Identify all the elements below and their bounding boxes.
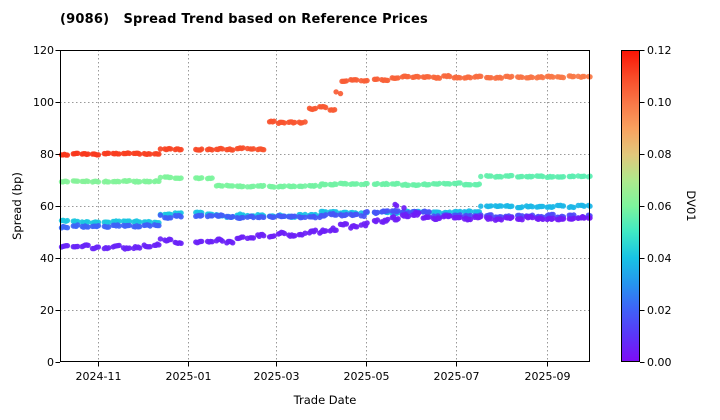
series-bond-2-green [58,172,593,190]
x-tick-label: 2025-07 [433,370,480,383]
y-tick-label: 60 [40,199,54,213]
series-bond-1-red-to-orange [58,72,593,158]
series-bond-5-violet [58,201,593,252]
x-tick-label: 2025-01 [165,370,212,383]
colorbar-tick-label: 0.04 [647,251,672,265]
colorbar [621,50,640,362]
colorbar-tick-label: 0.08 [647,147,672,161]
colorbar-tick-label: 0.02 [647,303,672,317]
colorbar-gradient [622,51,639,361]
colorbar-tick-label: 0.12 [647,43,672,57]
colorbar-label: DV01 [684,190,698,222]
gridlines [60,50,590,362]
x-axis-label: Trade Date [293,393,357,407]
tick-marks [55,50,645,367]
y-tick-label: 0 [47,355,54,369]
colorbar-tick-label: 0.00 [647,355,672,369]
y-tick-label: 80 [40,147,54,161]
axes-frame [60,50,590,362]
chart-title: (9086) Spread Trend based on Reference P… [60,12,428,27]
y-tick-label: 100 [33,95,54,109]
x-tick-label: 2025-05 [343,370,390,383]
y-tick-label: 20 [40,303,54,317]
scatter-points [58,72,593,252]
colorbar-tick-label: 0.06 [647,199,672,213]
x-tick-label: 2025-09 [524,370,571,383]
x-tick-label: 2025-03 [253,370,300,383]
y-tick-label: 120 [33,43,54,57]
y-tick-label: 40 [40,251,54,265]
colorbar-tick-label: 0.10 [647,95,672,109]
x-tick-label: 2024-11 [75,370,122,383]
